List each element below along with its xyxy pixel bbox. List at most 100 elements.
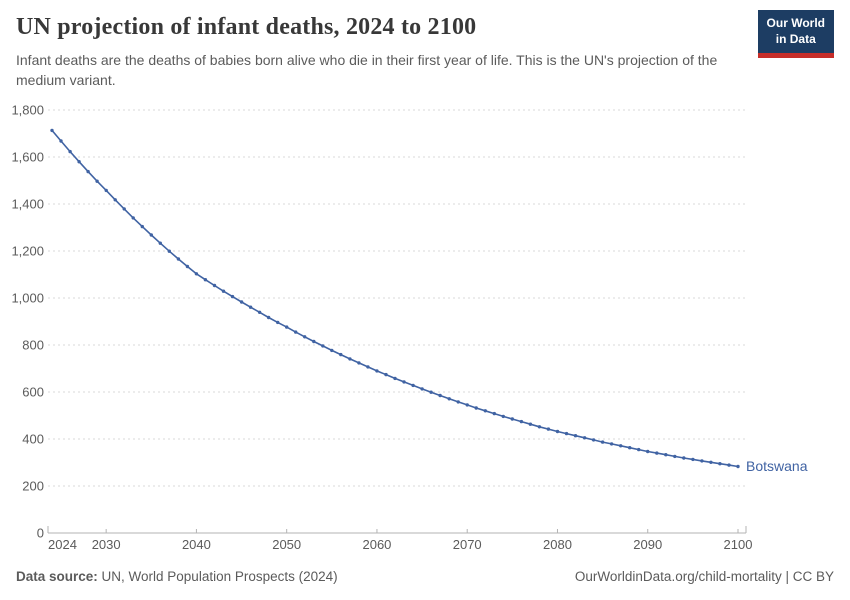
data-point[interactable] bbox=[50, 128, 54, 133]
data-point[interactable] bbox=[366, 365, 370, 369]
data-point[interactable] bbox=[221, 289, 226, 293]
data-point[interactable] bbox=[230, 294, 235, 299]
data-point[interactable] bbox=[68, 149, 72, 154]
data-point[interactable] bbox=[682, 456, 686, 460]
data-point[interactable] bbox=[709, 460, 713, 464]
data-point[interactable] bbox=[573, 434, 578, 438]
data-point[interactable] bbox=[86, 169, 90, 174]
x-axis-tick-label: 2040 bbox=[182, 537, 211, 552]
data-point[interactable] bbox=[285, 325, 289, 329]
data-point[interactable] bbox=[492, 411, 496, 416]
data-point[interactable] bbox=[609, 442, 614, 446]
data-point[interactable] bbox=[95, 179, 99, 183]
data-point[interactable] bbox=[339, 352, 343, 357]
data-point[interactable] bbox=[591, 438, 596, 442]
data-point[interactable] bbox=[239, 300, 244, 304]
data-point[interactable] bbox=[582, 436, 587, 440]
data-source: Data source: UN, World Population Prospe… bbox=[16, 569, 338, 584]
data-point[interactable] bbox=[321, 344, 325, 348]
data-point[interactable] bbox=[384, 372, 388, 377]
data-point[interactable] bbox=[167, 249, 171, 253]
line-chart: 0 200 400 600 800 1,000 1,200 1,400 1,600 1,800 20… bbox=[11, 103, 808, 553]
data-point[interactable] bbox=[303, 335, 307, 339]
data-point[interactable] bbox=[628, 446, 632, 450]
data-point[interactable] bbox=[257, 310, 262, 314]
data-point[interactable] bbox=[203, 278, 208, 282]
data-point[interactable] bbox=[700, 459, 704, 463]
data-point[interactable] bbox=[140, 224, 144, 229]
chart-footer: Data source: UN, World Population Prospe… bbox=[0, 556, 850, 600]
y-axis-tick-label: 200 bbox=[22, 479, 44, 494]
data-point[interactable] bbox=[456, 400, 460, 404]
data-point[interactable] bbox=[664, 453, 668, 457]
data-point[interactable] bbox=[348, 357, 352, 361]
data-point[interactable] bbox=[77, 160, 81, 164]
chart-subtitle: Infant deaths are the deaths of babies b… bbox=[16, 52, 718, 89]
data-point[interactable] bbox=[736, 464, 740, 469]
data-point[interactable] bbox=[718, 462, 722, 466]
data-point[interactable] bbox=[104, 188, 108, 193]
data-point[interactable] bbox=[429, 390, 433, 394]
data-point[interactable] bbox=[122, 207, 126, 211]
data-point[interactable] bbox=[185, 264, 190, 269]
data-point[interactable] bbox=[276, 320, 280, 325]
data-point[interactable] bbox=[501, 414, 505, 419]
data-point[interactable] bbox=[59, 139, 63, 143]
data-point[interactable] bbox=[646, 449, 650, 454]
data-point[interactable] bbox=[727, 463, 731, 467]
y-axis-tick-label: 600 bbox=[22, 385, 44, 400]
y-axis-tick-label: 1,800 bbox=[11, 103, 44, 118]
data-point[interactable] bbox=[113, 198, 117, 202]
data-point[interactable] bbox=[420, 387, 424, 391]
y-axis-tick-label: 1,400 bbox=[11, 197, 44, 212]
data-point[interactable] bbox=[212, 283, 217, 288]
y-axis-tick-label: 1,600 bbox=[11, 150, 44, 165]
chart-plot-area: 0 200 400 600 800 1,000 1,200 1,400 1,600 1,800 20… bbox=[0, 96, 850, 556]
data-point[interactable] bbox=[655, 451, 659, 455]
data-point[interactable] bbox=[149, 233, 153, 237]
data-point[interactable] bbox=[600, 440, 605, 444]
data-point[interactable] bbox=[438, 393, 442, 398]
data-point[interactable] bbox=[248, 305, 253, 309]
data-point[interactable] bbox=[131, 216, 135, 220]
y-axis-tick-label: 0 bbox=[37, 526, 44, 541]
data-point[interactable] bbox=[673, 454, 677, 459]
data-point[interactable] bbox=[294, 330, 298, 334]
data-point[interactable] bbox=[312, 339, 316, 344]
x-axis-tick-label: 2024 bbox=[48, 537, 77, 552]
data-point[interactable] bbox=[637, 447, 641, 452]
data-point[interactable] bbox=[555, 429, 560, 434]
x-axis-tick-label: 2030 bbox=[92, 537, 121, 552]
data-point[interactable] bbox=[528, 422, 533, 426]
series-end-label[interactable]: Botswana bbox=[746, 458, 808, 474]
data-point[interactable] bbox=[564, 431, 569, 436]
y-axis-tick-label: 1,200 bbox=[11, 244, 44, 259]
data-point[interactable] bbox=[402, 380, 406, 384]
y-axis-tick-label: 400 bbox=[22, 432, 44, 447]
owid-logo-line1: Our World bbox=[766, 16, 825, 30]
data-point[interactable] bbox=[447, 397, 451, 401]
data-point[interactable] bbox=[375, 369, 379, 373]
x-axis-tick-label: 2090 bbox=[633, 537, 662, 552]
data-point[interactable] bbox=[266, 315, 271, 320]
owid-logo-line2: in Data bbox=[775, 31, 816, 46]
data-point[interactable] bbox=[546, 427, 551, 431]
data-point[interactable] bbox=[194, 272, 199, 276]
data-point[interactable] bbox=[537, 425, 542, 429]
data-point[interactable] bbox=[176, 257, 181, 261]
data-point[interactable] bbox=[519, 419, 524, 424]
data-point[interactable] bbox=[411, 383, 415, 388]
data-point[interactable] bbox=[691, 457, 695, 462]
x-axis-tick-label: 2060 bbox=[362, 537, 391, 552]
data-point[interactable] bbox=[474, 406, 478, 410]
data-point[interactable] bbox=[510, 417, 514, 421]
data-point[interactable] bbox=[330, 348, 334, 353]
data-point[interactable] bbox=[619, 444, 623, 448]
data-point[interactable] bbox=[393, 376, 397, 381]
credit-link[interactable]: OurWorldinData.org/child-mortality | CC … bbox=[574, 569, 834, 584]
owid-logo: Our World in Data bbox=[757, 10, 834, 59]
data-point[interactable] bbox=[357, 361, 361, 365]
data-point[interactable] bbox=[158, 241, 162, 245]
data-point[interactable] bbox=[483, 409, 487, 413]
data-point[interactable] bbox=[465, 403, 469, 407]
